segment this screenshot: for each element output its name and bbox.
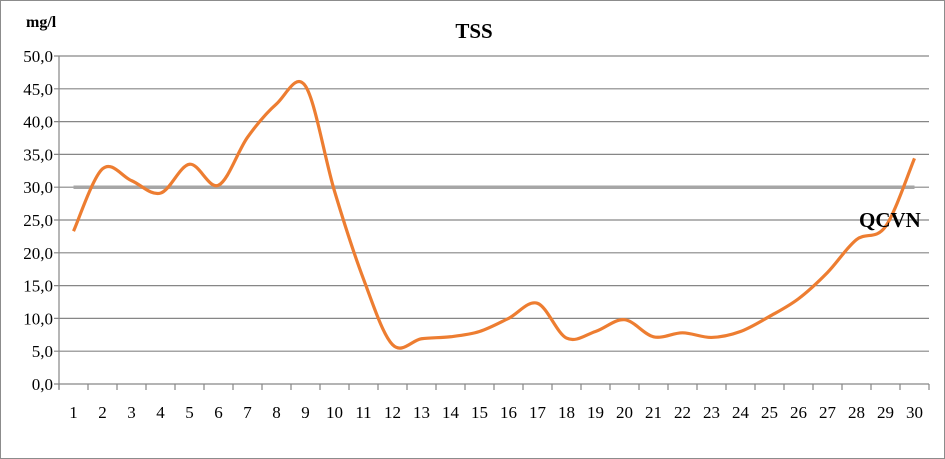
y-tick-label: 0,0 bbox=[32, 375, 53, 394]
x-tick-label: 6 bbox=[214, 403, 223, 422]
x-tick-label: 27 bbox=[819, 403, 837, 422]
tss-series-line bbox=[72, 80, 916, 350]
x-tick-label: 12 bbox=[384, 403, 401, 422]
x-tick-label: 25 bbox=[761, 403, 778, 422]
x-tick-label: 2 bbox=[98, 403, 107, 422]
x-tick-label: 18 bbox=[558, 403, 575, 422]
x-tick-label: 5 bbox=[185, 403, 194, 422]
y-tick-label: 15,0 bbox=[23, 277, 53, 296]
x-tick-label: 16 bbox=[500, 403, 517, 422]
x-tick-label: 10 bbox=[326, 403, 343, 422]
x-tick-label: 8 bbox=[272, 403, 281, 422]
y-tick-label: 5,0 bbox=[32, 342, 53, 361]
x-tick-label: 15 bbox=[471, 403, 488, 422]
x-tick-label: 1 bbox=[69, 403, 78, 422]
x-tick-label: 3 bbox=[127, 403, 136, 422]
x-tick-label: 20 bbox=[616, 403, 633, 422]
x-tick-label: 29 bbox=[877, 403, 894, 422]
x-tick-label: 7 bbox=[243, 403, 252, 422]
x-tick-label: 30 bbox=[906, 403, 923, 422]
x-tick-label: 23 bbox=[703, 403, 720, 422]
y-tick-label: 50,0 bbox=[23, 47, 53, 66]
x-tick-label: 28 bbox=[848, 403, 865, 422]
x-tick-label: 11 bbox=[355, 403, 371, 422]
x-tick-label: 22 bbox=[674, 403, 691, 422]
x-tick-label: 24 bbox=[732, 403, 750, 422]
x-tick-label: 13 bbox=[413, 403, 430, 422]
x-tick-label: 4 bbox=[156, 403, 165, 422]
x-tick-label: 9 bbox=[301, 403, 310, 422]
qcvn-label: QCVN bbox=[859, 208, 921, 232]
y-tick-label: 35,0 bbox=[23, 145, 53, 164]
x-tick-label: 21 bbox=[645, 403, 662, 422]
chart-title: TSS bbox=[455, 19, 492, 43]
x-tick-label: 14 bbox=[442, 403, 460, 422]
y-tick-label: 30,0 bbox=[23, 178, 53, 197]
y-tick-label: 40,0 bbox=[23, 113, 53, 132]
y-tick-label: 45,0 bbox=[23, 80, 53, 99]
x-tick-label: 19 bbox=[587, 403, 604, 422]
y-tick-label: 20,0 bbox=[23, 244, 53, 263]
x-tick-label: 17 bbox=[529, 403, 547, 422]
y-axis-unit: mg/l bbox=[26, 14, 57, 31]
y-tick-label: 10,0 bbox=[23, 309, 53, 328]
y-tick-label: 25,0 bbox=[23, 211, 53, 230]
x-tick-label: 26 bbox=[790, 403, 807, 422]
